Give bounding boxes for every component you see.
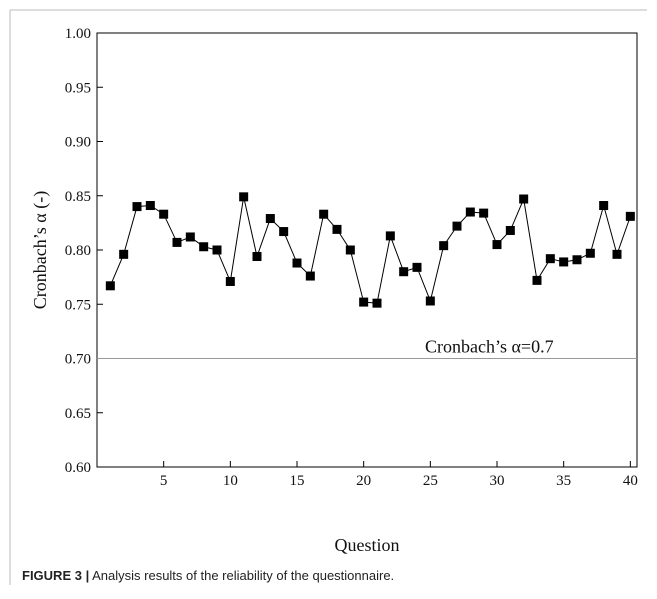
y-tick-label: 0.95: [65, 80, 91, 96]
marker: [585, 248, 595, 258]
marker: [279, 227, 289, 237]
marker: [305, 271, 315, 281]
y-tick-label: 0.60: [65, 460, 91, 476]
y-tick-label: 0.80: [65, 243, 91, 259]
marker: [532, 275, 542, 285]
marker: [359, 297, 369, 307]
marker: [159, 209, 169, 219]
x-tick-label: 40: [623, 473, 638, 489]
x-tick-label: 35: [556, 473, 571, 489]
marker: [239, 192, 249, 202]
marker: [212, 245, 222, 255]
marker: [385, 231, 395, 241]
marker: [399, 267, 409, 277]
y-tick-label: 0.90: [65, 135, 91, 151]
marker: [185, 232, 195, 242]
marker: [252, 252, 262, 262]
marker: [292, 258, 302, 268]
marker: [625, 211, 635, 221]
plot-frame: [96, 32, 638, 468]
x-tick-label: 5: [160, 473, 168, 489]
series-line: [109, 196, 631, 304]
marker: [425, 296, 435, 306]
marker: [345, 245, 355, 255]
marker: [452, 221, 462, 231]
marker: [145, 201, 155, 211]
marker: [519, 194, 529, 204]
x-tick-label: 15: [290, 473, 305, 489]
y-tick-label: 0.70: [65, 352, 91, 368]
marker: [265, 214, 275, 224]
x-tick-label: 30: [490, 473, 505, 489]
marker: [559, 257, 569, 267]
y-tick-label: 0.85: [65, 189, 91, 205]
caption-label: FIGURE 3 |: [22, 568, 89, 583]
marker: [612, 249, 622, 259]
marker: [132, 202, 142, 212]
x-tick-label: 20: [356, 473, 371, 489]
x-tick-label: 10: [223, 473, 238, 489]
marker: [479, 208, 489, 218]
x-tick-label: 25: [423, 473, 438, 489]
marker: [319, 209, 329, 219]
marker: [599, 201, 609, 211]
marker: [225, 276, 235, 286]
marker: [545, 254, 555, 264]
marker: [105, 281, 115, 291]
marker: [412, 262, 422, 272]
marker: [572, 255, 582, 265]
marker: [172, 237, 182, 247]
marker: [119, 249, 129, 259]
marker: [199, 242, 209, 252]
marker: [439, 241, 449, 251]
marker: [492, 240, 502, 250]
y-tick-label: 1.00: [65, 26, 91, 42]
x-axis-label: Question: [335, 535, 400, 555]
marker: [332, 224, 342, 234]
y-tick-label: 0.65: [65, 406, 91, 422]
reference-label: Cronbach’s α=0.7: [425, 337, 554, 357]
marker: [465, 207, 475, 217]
marker: [505, 225, 515, 235]
caption: FIGURE 3 | Analysis results of the relia…: [22, 568, 394, 583]
y-tick-label: 0.75: [65, 297, 91, 313]
y-axis-label: Cronbach’s α (-): [30, 191, 51, 309]
caption-text: Analysis results of the reliability of t…: [92, 568, 394, 583]
marker: [372, 298, 382, 308]
